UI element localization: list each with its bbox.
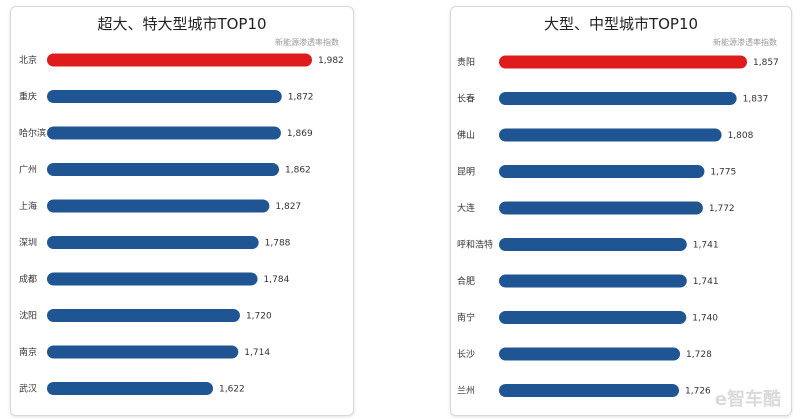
value-label: 1,857 [753,58,779,68]
chart-panel-left: 超大、特大型城市TOP10 新能源渗透率指数 北京 1,982 重庆 1,872 哈尔滨… [10,6,354,416]
category-label: 哈尔滨 [19,127,46,139]
value-label: 1,720 [246,312,272,322]
category-label: 佛山 [457,129,475,141]
bar [47,163,279,176]
value-label: 1,862 [285,166,311,176]
category-label: 上海 [19,200,37,212]
chart-panel-right: 大型、中型城市TOP10 新能源渗透率指数 贵阳 1,857 长春 1,837 佛山 1,… [450,6,792,416]
value-label: 1,728 [686,350,712,360]
category-label: 南京 [19,346,37,358]
category-label: 重庆 [19,91,37,103]
bar [47,199,270,213]
bar [499,165,705,178]
value-label: 1,741 [693,277,719,287]
value-label: 1,622 [219,385,245,395]
value-label: 1,741 [693,241,719,251]
category-label: 大连 [457,202,475,214]
value-label: 1,837 [743,95,769,105]
bar [499,347,681,361]
value-label: 1,827 [275,202,301,212]
category-label: 贵阳 [457,56,475,68]
bar [47,126,281,140]
value-label: 1,982 [318,56,344,66]
category-label: 成都 [19,273,37,285]
value-label: 1,784 [264,275,290,285]
chart-subtitle: 新能源渗透率指数 [275,38,339,47]
bar-chart-left: 北京 1,982 重庆 1,872 哈尔滨 1,869 广州 1,862 上海 1,827 深圳 1,… [19,53,344,395]
bar [499,384,679,397]
chart-title: 超大、特大型城市TOP10 [97,15,267,33]
category-label: 广州 [19,164,37,176]
watermark: e智车酷 [714,389,781,410]
category-label: 沈阳 [19,310,37,322]
value-label: 1,726 [685,387,711,397]
bar [499,311,687,324]
bar [499,128,722,142]
bar [499,55,747,69]
bar [499,274,687,288]
chart-title: 大型、中型城市TOP10 [543,15,699,33]
category-label: 昆明 [457,167,475,178]
value-label: 1,740 [692,314,718,324]
category-label: 南宁 [457,312,475,324]
bar [47,382,213,395]
bar [47,272,258,286]
bar [47,309,240,322]
category-label: 兰州 [457,385,475,397]
value-label: 1,714 [244,348,270,358]
chart-subtitle: 新能源渗透率指数 [713,38,777,47]
category-label: 深圳 [19,238,37,249]
bar [499,201,703,215]
bar [499,92,737,105]
value-label: 1,872 [288,93,314,103]
value-label: 1,772 [709,204,735,214]
bar [47,236,259,249]
category-label: 北京 [19,54,37,66]
value-label: 1,775 [710,168,736,178]
bar [47,345,239,359]
category-label: 武汉 [19,383,37,395]
value-label: 1,869 [287,129,313,139]
category-label: 长沙 [457,348,475,360]
value-label: 1,788 [265,239,291,249]
bar [499,238,687,251]
value-label: 1,808 [728,131,754,141]
category-label: 呼和浩特 [457,239,493,251]
category-label: 长春 [457,93,475,105]
bar-chart-right: 贵阳 1,857 长春 1,837 佛山 1,808 昆明 1,775 大连 1,772 呼和浩特 1… [457,55,779,397]
bar [47,53,312,67]
category-label: 合肥 [457,275,475,287]
bar [47,90,282,103]
